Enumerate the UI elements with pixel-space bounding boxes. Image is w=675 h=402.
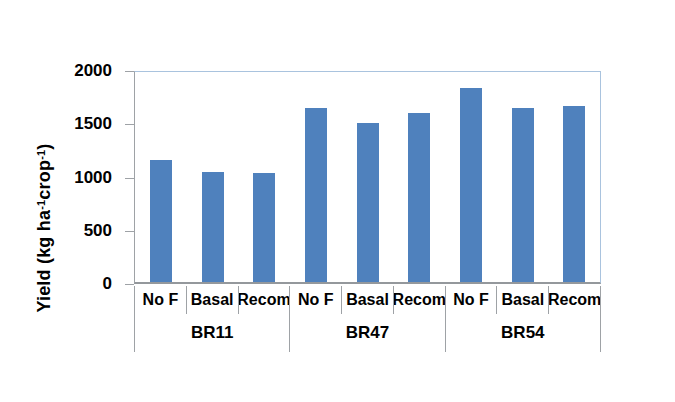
- category-label-grid: No FBasalRecomBR11No FBasalRecomBR47No F…: [134, 286, 601, 352]
- bar: [408, 113, 430, 282]
- bar: [305, 108, 327, 282]
- y-tick-mark: [125, 178, 134, 179]
- bar-cell: [548, 72, 600, 282]
- y-axis-title-text: Yield (kg ha: [34, 210, 54, 313]
- y-tick-mark: [125, 71, 134, 72]
- bar-cell: [445, 72, 497, 282]
- sub-category-label: Recom: [238, 291, 290, 309]
- y-tick-mark: [125, 231, 134, 232]
- bar: [253, 173, 275, 282]
- bar-cell: [497, 72, 549, 282]
- group-cell: No F BasalRecomBR47: [289, 286, 444, 352]
- sub-label-row: No F BasalRecom: [135, 286, 289, 314]
- group-label-row: BR47: [290, 314, 444, 352]
- group-label: BR11: [191, 323, 234, 343]
- sub-label-row: No F BasalRecom: [446, 286, 600, 314]
- sub-label-cell: No F: [135, 286, 186, 314]
- bar-cell: [187, 72, 239, 282]
- y-tick-label: 2000: [54, 62, 112, 80]
- y-tick-mark: [125, 284, 134, 285]
- bar: [202, 172, 224, 282]
- y-axis-title: Yield (kg ha-1crop-1): [34, 143, 55, 312]
- bar-cell: [290, 72, 342, 282]
- sub-category-label: Basal: [346, 291, 389, 309]
- sub-label-row: No F BasalRecom: [290, 286, 444, 314]
- y-tick-label: 1000: [54, 169, 112, 187]
- plot-area: [134, 71, 601, 284]
- sub-category-label: No F: [453, 291, 489, 309]
- bar: [460, 88, 482, 282]
- sub-category-label: Basal: [191, 291, 234, 309]
- y-tick-labels: 0500100015002000: [54, 71, 112, 284]
- sub-category-label: No F: [143, 291, 179, 309]
- bar-cell: [135, 72, 187, 282]
- y-tick-mark: [125, 124, 134, 125]
- y-axis-title-superscript: -1: [35, 150, 47, 160]
- y-axis-title-text: ): [34, 143, 54, 149]
- bar-cell: [393, 72, 445, 282]
- group-label: BR54: [501, 323, 544, 343]
- group-cell: No F BasalRecomBR54: [445, 286, 600, 352]
- sub-label-cell: No F: [290, 286, 341, 314]
- bar: [512, 108, 534, 282]
- y-axis-title-text: crop: [34, 160, 54, 200]
- bar: [357, 123, 379, 282]
- sub-label-cell: No F: [446, 286, 497, 314]
- y-tick-marks: [125, 71, 134, 284]
- sub-label-cell: Recom: [238, 286, 290, 314]
- y-tick-label: 500: [54, 222, 112, 240]
- bar-cell: [342, 72, 394, 282]
- sub-label-cell: Recom: [393, 286, 445, 314]
- sub-category-label: Basal: [501, 291, 544, 309]
- bar: [563, 106, 585, 282]
- group-label-row: BR11: [135, 314, 289, 352]
- y-tick-label: 0: [54, 275, 112, 293]
- sub-label-cell: Basal: [186, 286, 238, 314]
- group-label: BR47: [346, 323, 389, 343]
- yield-bar-chart: Yield (kg ha-1crop-1) 0500100015002000 N…: [0, 0, 675, 402]
- sub-label-cell: Basal: [496, 286, 548, 314]
- y-axis-title-superscript: -1: [35, 200, 47, 210]
- group-cell: No F BasalRecomBR11: [135, 286, 289, 352]
- bar-cell: [238, 72, 290, 282]
- sub-label-cell: Recom: [548, 286, 600, 314]
- group-label-row: BR54: [446, 314, 600, 352]
- sub-category-label: Recom: [393, 291, 445, 309]
- sub-label-cell: Basal: [341, 286, 393, 314]
- y-tick-label: 1500: [54, 115, 112, 133]
- sub-category-label: No F: [298, 291, 334, 309]
- sub-category-label: Recom: [548, 291, 600, 309]
- bar: [150, 160, 172, 282]
